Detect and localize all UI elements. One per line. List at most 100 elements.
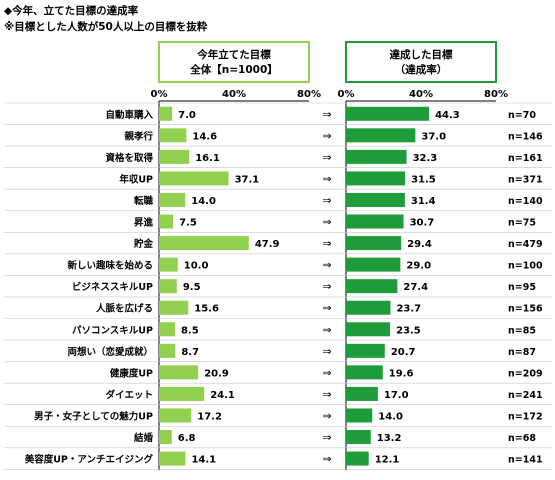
left-value-label-5: 7.5: [179, 218, 197, 229]
left-value-label-0: 7.0: [178, 110, 196, 121]
left-bar-4: [159, 192, 186, 207]
arrow-0: ⇒: [322, 108, 331, 121]
chart-subtitle-line2: ※目標とした人数が50人以上の目標を抜粋: [4, 21, 208, 33]
left-bar-7: [159, 257, 178, 272]
left-value-label-15: 6.8: [178, 433, 196, 444]
left-bar-14: [159, 408, 192, 423]
n-label-5: n=75: [508, 218, 536, 229]
arrow-7: ⇒: [322, 259, 331, 272]
left-value-label-16: 14.1: [191, 455, 216, 466]
right-bar-4: [346, 192, 405, 207]
n-label-16: n=141: [508, 455, 543, 466]
left-tick-1: 40%: [222, 89, 246, 100]
arrow-4: ⇒: [322, 194, 331, 207]
arrow-1: ⇒: [322, 129, 331, 142]
left-bar-0: [159, 106, 173, 121]
category-label-8: ビジネススキルUP: [72, 281, 153, 293]
arrow-5: ⇒: [322, 216, 331, 229]
left-value-label-14: 17.2: [197, 411, 222, 422]
left-bar-9: [159, 300, 189, 315]
right-value-label-11: 20.7: [391, 347, 416, 358]
right-bar-14: [346, 408, 373, 423]
n-label-10: n=85: [508, 325, 536, 336]
arrow-2: ⇒: [322, 151, 331, 164]
right-value-label-15: 13.2: [377, 433, 402, 444]
left-value-label-10: 8.5: [181, 325, 199, 336]
right-bar-11: [346, 343, 385, 358]
left-bar-11: [159, 343, 176, 358]
right-value-label-13: 17.0: [384, 390, 409, 401]
arrow-3: ⇒: [322, 172, 331, 185]
left-bar-15: [159, 430, 172, 445]
left-bar-12: [159, 365, 199, 380]
left-bar-5: [159, 214, 174, 229]
right-bar-13: [346, 386, 378, 401]
right-tick-2: 80%: [484, 89, 508, 100]
arrow-9: ⇒: [322, 302, 331, 315]
right-header-line-2: （達成率）: [395, 63, 448, 76]
left-bar-3: [159, 171, 229, 186]
left-value-label-2: 16.1: [195, 153, 220, 164]
n-label-15: n=68: [508, 433, 536, 444]
left-bar-8: [159, 279, 177, 294]
right-bar-2: [346, 149, 407, 164]
category-label-10: パソコンスキルUP: [72, 324, 153, 336]
right-bar-12: [346, 365, 383, 380]
right-bar-7: [346, 257, 401, 272]
left-value-label-13: 24.1: [210, 390, 235, 401]
right-value-label-2: 32.3: [413, 153, 438, 164]
right-value-label-1: 37.0: [421, 131, 446, 142]
left-value-label-1: 14.6: [192, 131, 217, 142]
right-value-label-10: 23.5: [396, 325, 421, 336]
right-tick-1: 40%: [409, 89, 433, 100]
right-header-box: [345, 41, 497, 83]
arrow-16: ⇒: [322, 453, 331, 466]
right-bar-8: [346, 279, 398, 294]
arrow-10: ⇒: [322, 323, 331, 336]
left-bar-2: [159, 149, 190, 164]
arrow-6: ⇒: [322, 237, 331, 250]
category-label-15: 結婚: [134, 432, 154, 444]
arrow-8: ⇒: [322, 280, 331, 293]
category-label-7: 新しい趣味を始める: [67, 260, 153, 272]
category-label-12: 健康度UP: [110, 367, 153, 379]
left-value-label-9: 15.6: [194, 304, 219, 315]
left-tick-2: 80%: [297, 89, 321, 100]
left-header-box: [158, 41, 310, 83]
n-label-14: n=172: [508, 411, 543, 422]
right-value-label-9: 23.7: [396, 304, 421, 315]
n-label-7: n=100: [508, 261, 543, 272]
n-label-8: n=95: [508, 282, 536, 293]
left-bar-1: [159, 128, 187, 143]
right-value-label-7: 29.0: [406, 261, 431, 272]
right-tick-0: 0%: [338, 89, 355, 100]
right-value-label-12: 19.6: [389, 368, 414, 379]
left-bar-6: [159, 236, 249, 251]
right-header-line-1: 達成した目標: [390, 48, 453, 61]
left-bar-10: [159, 322, 175, 337]
right-bar-0: [346, 106, 430, 121]
right-value-label-0: 44.3: [435, 110, 460, 121]
category-label-14: 男子・女子としての魅力UP: [34, 410, 153, 422]
left-header-line-2: 全体【n=1000】: [189, 63, 278, 76]
left-value-label-3: 37.1: [235, 174, 260, 185]
category-label-0: 自動車購入: [105, 109, 153, 121]
arrow-13: ⇒: [322, 388, 331, 401]
n-label-13: n=241: [508, 390, 543, 401]
n-label-9: n=156: [508, 304, 543, 315]
category-label-6: 貯金: [134, 238, 154, 250]
right-bar-10: [346, 322, 391, 337]
category-label-5: 昇進: [134, 217, 154, 229]
n-label-2: n=161: [508, 153, 543, 164]
left-tick-0: 0%: [151, 89, 168, 100]
left-value-label-12: 20.9: [204, 368, 229, 379]
category-label-16: 美容度UP・アンチエイジング: [24, 454, 154, 466]
n-label-3: n=371: [508, 174, 543, 185]
category-label-9: 人脈を広げる: [96, 303, 153, 315]
n-label-0: n=70: [508, 110, 536, 121]
left-value-label-4: 14.0: [191, 196, 216, 207]
arrow-11: ⇒: [322, 345, 331, 358]
n-label-11: n=87: [508, 347, 536, 358]
arrow-15: ⇒: [322, 431, 331, 444]
n-label-1: n=146: [508, 131, 543, 142]
